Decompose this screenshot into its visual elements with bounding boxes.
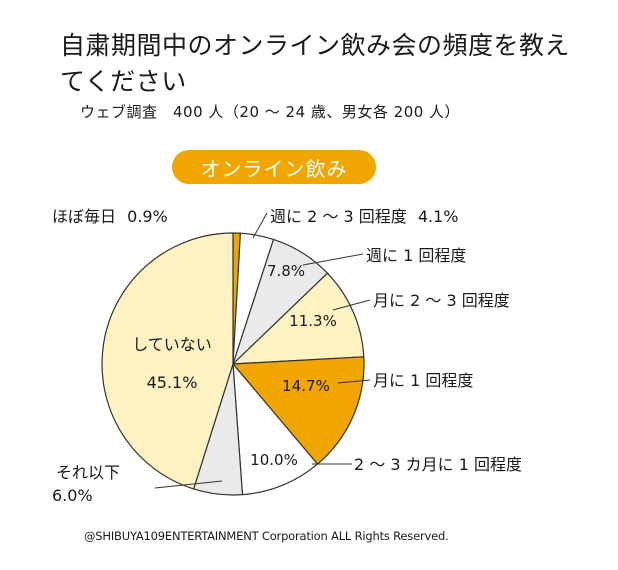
value-label-weekly-once: 7.8% [267, 262, 305, 280]
survey-subtitle: ウェブ調査 400 人（20 〜 24 歳、男女各 200 人） [80, 103, 461, 121]
category-label-monthly-once: 月に 1 回程度 [373, 371, 473, 390]
value-label-weekly-2-3: 4.1% [418, 207, 459, 226]
value-label-monthly-once: 14.7% [282, 377, 330, 395]
chart-category-badge: オンライン飲み [172, 150, 376, 184]
category-label-none: していない [132, 335, 212, 354]
leader-lines [154, 212, 371, 489]
value-label-less: 6.0% [52, 486, 93, 505]
value-label-none: 45.1% [147, 373, 198, 392]
category-label-less: それ以下 [56, 463, 120, 482]
leader-monthly-once [337, 379, 371, 384]
value-label-daily: 0.9% [127, 207, 168, 226]
pie-slice-2-3-months [232, 363, 319, 496]
category-label-weekly-once: 週に 1 回程度 [366, 246, 466, 265]
value-label-monthly-2-3: 11.3% [289, 312, 337, 330]
category-label-2-3-months: 2 〜 3 カ月に 1 回程度 [354, 455, 522, 474]
category-label-daily: ほぼ毎日 [52, 207, 116, 226]
chart-title: 自粛期間中のオンライン飲み会の頻度を教えてください [60, 31, 571, 96]
leader-less [154, 480, 223, 489]
category-label-weekly-2-3: 週に 2 〜 3 回程度 [270, 207, 407, 226]
pie-slice-monthly-2-3 [232, 272, 365, 365]
label-weekly-2-3: 週に 2 〜 3 回程度 4.1% [270, 207, 458, 226]
leader-weekly-2-3 [252, 212, 268, 239]
label-daily: ほぼ毎日 0.9% [52, 207, 168, 226]
leader-weekly-once [302, 253, 364, 266]
leader-monthly-2-3 [332, 299, 371, 311]
pie-slice-monthly-once [232, 356, 365, 465]
copyright-notice: @SHIBUYA109ENTERTAINMENT Corporation ALL… [84, 529, 449, 543]
value-label-2-3-months: 10.0% [250, 451, 298, 469]
pie-slices [101, 232, 365, 496]
category-label-monthly-2-3: 月に 2 〜 3 回程度 [373, 291, 510, 310]
pie-slice-none [101, 232, 234, 490]
